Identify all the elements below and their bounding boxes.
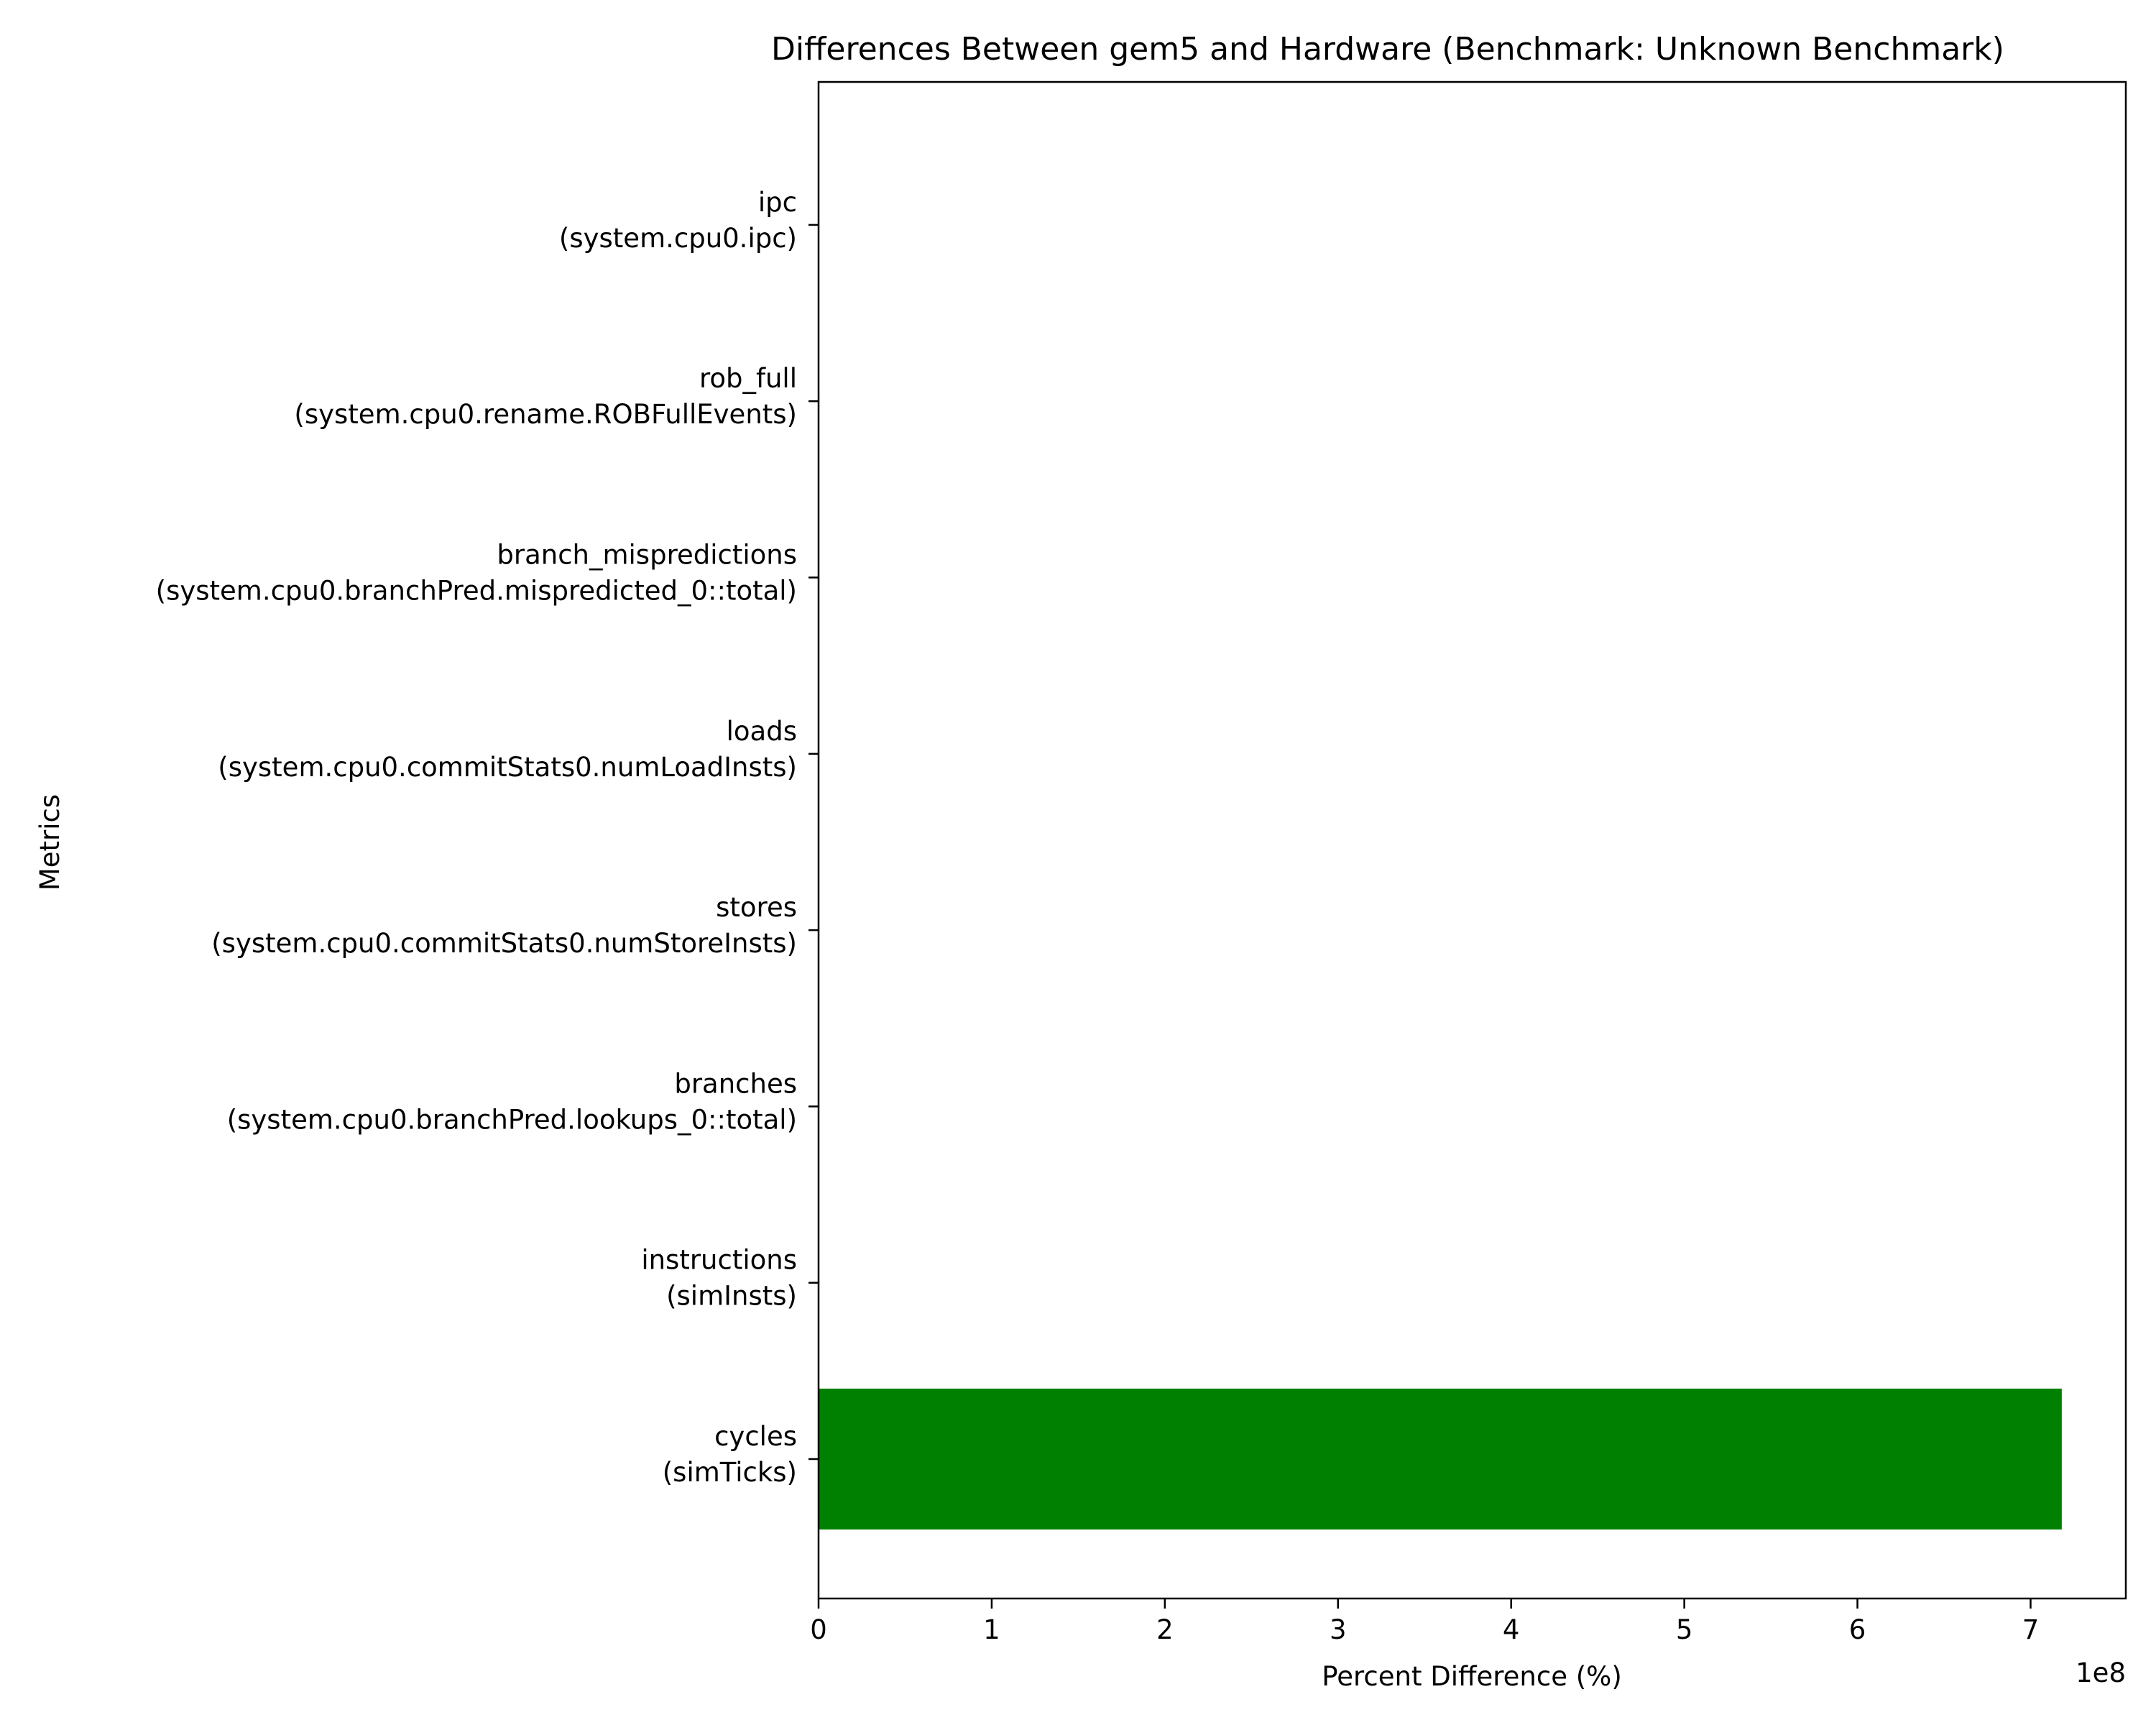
bars [819,1389,2062,1530]
y-tick-label-ipc: ipc (system.cpu0.ipc) [559,187,797,254]
metric-name: loads [727,716,797,747]
plot-frame [817,80,2127,1600]
y-tick-label-cycles: cycles (simTicks) [663,1421,797,1488]
metric-name: ipc [758,187,797,218]
y-tick-label-rob-full: rob_full (system.cpu0.rename.ROBFullEvent… [294,363,797,430]
x-tick-label: 1 [983,1614,1000,1645]
metric-source: (system.cpu0.commitStats0.numStoreInsts) [211,928,797,959]
metric-source: (system.cpu0.ipc) [559,223,797,254]
metric-source: (simInsts) [666,1281,797,1312]
x-tick-label: 2 [1156,1614,1174,1645]
metric-source: (simTicks) [663,1457,797,1488]
bar-cycles [819,1389,2062,1530]
y-tick-label-branch-mispredictions: branch_mispredictions (system.cpu0.branch… [156,540,797,607]
x-tick-label: 5 [1676,1614,1693,1645]
x-tick-label: 3 [1330,1614,1347,1645]
metric-name: rob_full [699,363,797,394]
metric-name: branch_mispredictions [497,540,797,571]
chart-title: Differences Between gem5 and Hardware (B… [771,31,2004,68]
metric-name: branches [674,1068,797,1099]
x-tick-label: 4 [1503,1614,1520,1645]
x-tick-label: 0 [810,1614,827,1645]
metric-name: stores [716,892,797,923]
x-axis-label: Percent Difference (%) [1322,1661,1622,1692]
metric-source: (system.cpu0.commitStats0.numLoadInsts) [218,752,797,783]
metric-source: (system.cpu0.branchPred.lookups_0::total… [227,1104,797,1135]
y-tick-label-stores: stores (system.cpu0.commitStats0.numStore… [211,892,797,959]
x-axis: 0 1 2 3 4 5 6 7 [810,1598,2039,1645]
metric-name: cycles [714,1421,797,1452]
y-tick-label-branches: branches (system.cpu0.branchPred.lookups_… [227,1068,797,1135]
metric-name: instructions [641,1245,797,1276]
y-axis: cycles (simTicks) instructions (simInsts) br… [156,187,819,1488]
metric-source: (system.cpu0.rename.ROBFullEvents) [294,399,797,430]
metric-source: (system.cpu0.branchPred.mispredicted_0::… [156,576,797,607]
y-axis-label: Metrics [34,794,65,891]
y-tick-label-instructions: instructions (simInsts) [641,1245,797,1312]
x-tick-label: 6 [1849,1614,1866,1645]
x-axis-offset-text: 1e8 [2076,1657,2126,1688]
x-tick-label: 7 [2022,1614,2040,1645]
y-tick-label-loads: loads (system.cpu0.commitStats0.numLoadIn… [218,716,797,783]
